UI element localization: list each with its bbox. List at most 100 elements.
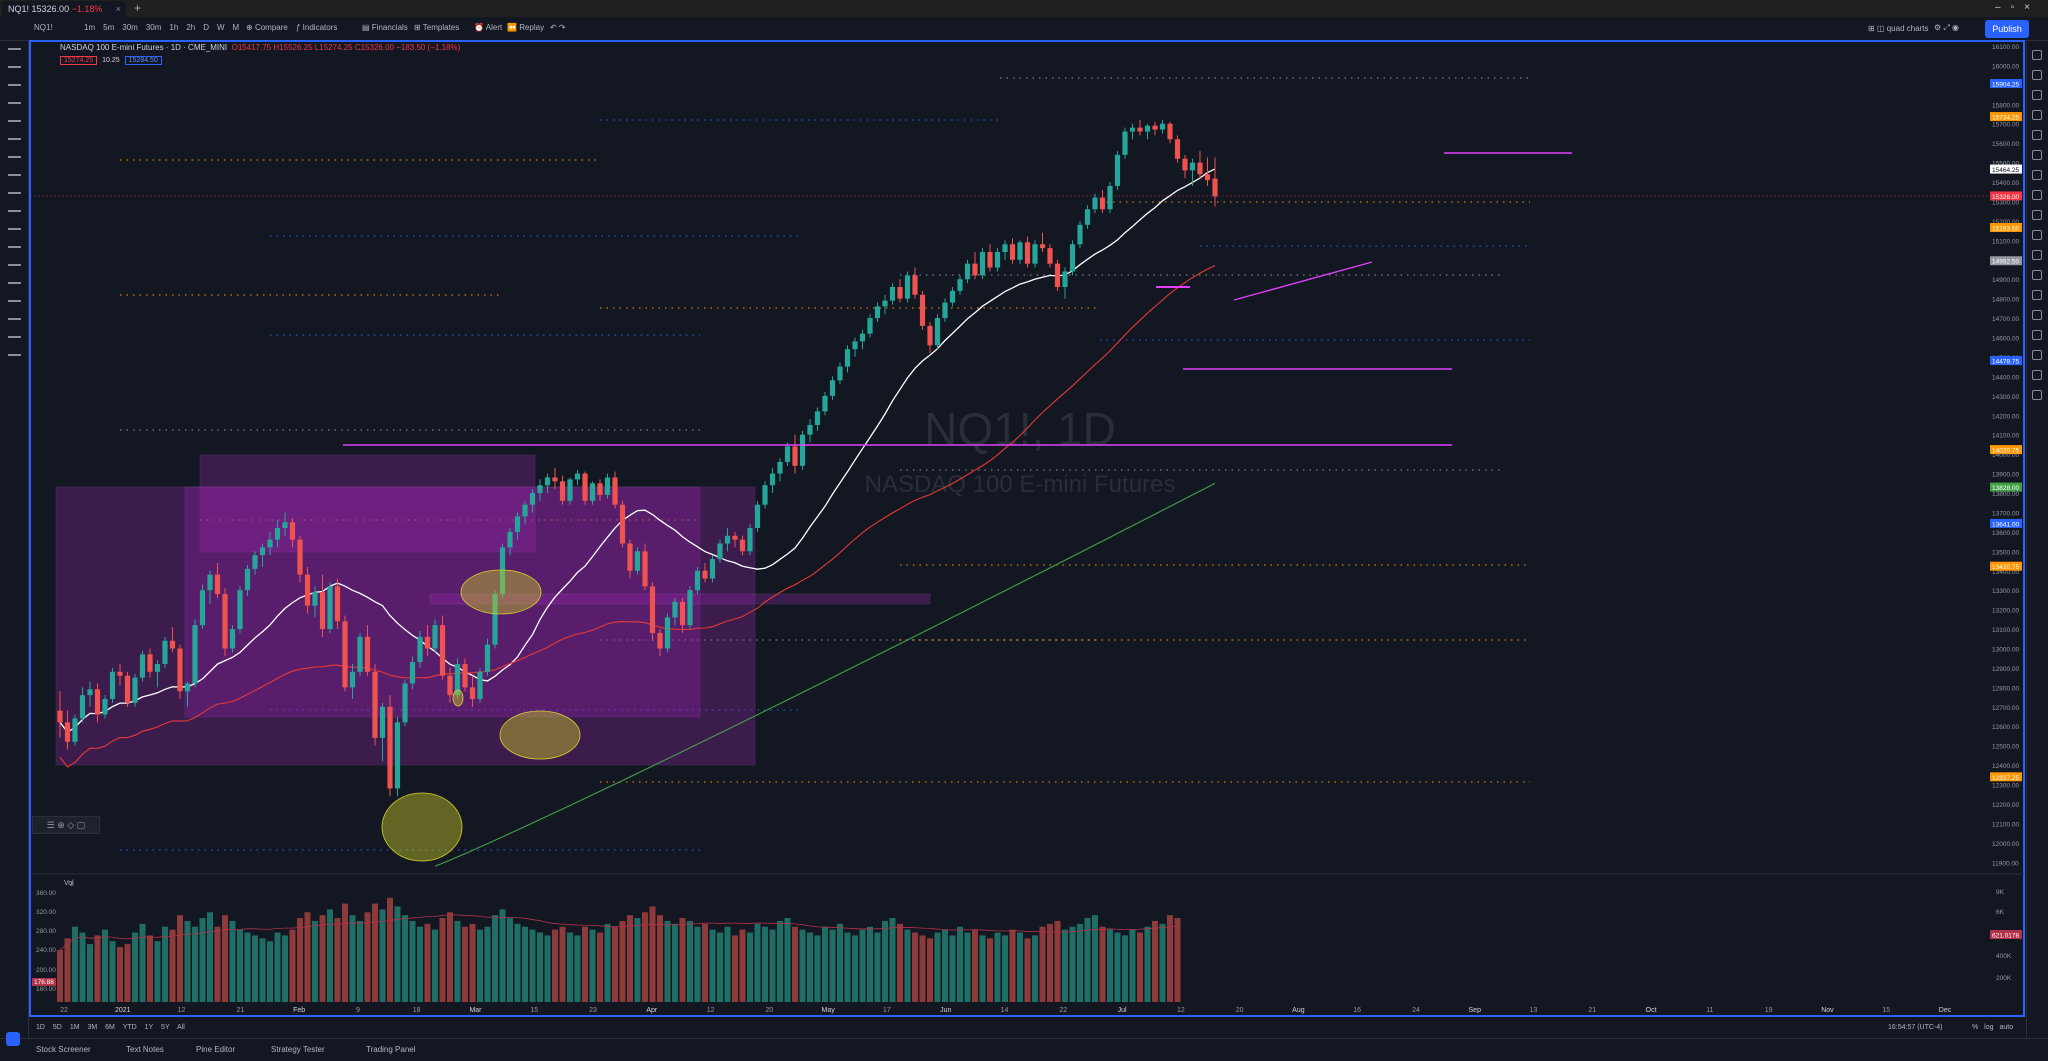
sidebar-icon[interactable] <box>2032 110 2042 120</box>
ellipse-drawings[interactable] <box>381 569 581 862</box>
sidebar-icon[interactable] <box>2032 130 2042 140</box>
drawing-tool-icon[interactable] <box>8 174 21 176</box>
interval-option[interactable]: W <box>216 23 225 32</box>
undo-icon[interactable]: ↶ ↷ <box>550 23 566 32</box>
drawing-tool-icon[interactable] <box>8 318 21 320</box>
drawing-tool-icon[interactable] <box>8 300 21 302</box>
volume-bar <box>417 926 423 1002</box>
drawing-tool-icon[interactable] <box>8 138 21 140</box>
sidebar-icon[interactable] <box>2032 170 2042 180</box>
drawing-float-toolbar[interactable]: ☰ ⊕ ◇ ▢ <box>32 816 100 834</box>
horizontal-lines[interactable] <box>343 152 1572 446</box>
sidebar-icon[interactable] <box>2032 190 2042 200</box>
scale-option[interactable]: % <box>1972 1024 1985 1031</box>
sidebar-icon[interactable] <box>2032 390 2042 400</box>
drawing-tool-icon[interactable] <box>8 102 21 104</box>
close-tab-icon[interactable]: × <box>115 4 121 14</box>
range-option[interactable]: 1M <box>69 1024 88 1031</box>
interval-option[interactable]: 5m <box>103 23 115 32</box>
bottom-panel-tab[interactable]: Pine Editor <box>196 1045 236 1054</box>
drawing-tool-icon[interactable] <box>8 84 21 86</box>
candle <box>394 722 401 789</box>
candle <box>709 559 716 579</box>
financials-button[interactable]: ▤ Financials <box>362 23 408 32</box>
sidebar-icon[interactable] <box>2032 290 2042 300</box>
browser-tab[interactable]: NQ1! 15326.00 −1.18% × <box>2 1 126 17</box>
drawing-tool-icon[interactable] <box>8 156 21 158</box>
time-axis[interactable]: 22 2021 12 21 Feb 9 18 Mar 15 23 Apr 12 20 May 17 Jun 14… <box>60 1007 1952 1014</box>
alert-button[interactable]: ⏰ Alert <box>474 23 503 32</box>
candle <box>432 625 438 649</box>
sidebar-icon[interactable] <box>2032 50 2042 60</box>
price-axis[interactable]: 16100.0016000.0015900.0015800.0015700.00… <box>1990 44 2022 867</box>
sidebar-icon[interactable] <box>2032 210 2042 220</box>
interval-option[interactable]: 1h <box>169 23 179 32</box>
settings-icon[interactable]: ⚙ ⤢ ◉ <box>1934 23 1959 32</box>
range-option[interactable]: 1Y <box>144 1024 162 1031</box>
chart-legend[interactable]: NASDAQ 100 E-mini Futures · 1D · CME_MIN… <box>60 43 460 52</box>
drawing-tool-icon[interactable] <box>8 210 21 212</box>
new-tab-icon[interactable]: + <box>134 1 142 15</box>
layout-icon[interactable]: ⊞ ◫ quad charts <box>1868 24 1929 33</box>
scale-option[interactable]: auto <box>1999 1024 2014 1031</box>
drawing-tool-icon[interactable] <box>8 120 21 122</box>
drawing-tool-icon[interactable] <box>8 336 21 338</box>
sidebar-icon[interactable] <box>2032 350 2042 360</box>
range-option[interactable]: 5D <box>52 1024 70 1031</box>
range-option[interactable]: YTD <box>122 1024 145 1031</box>
sidebar-icon[interactable] <box>2032 70 2042 80</box>
interval-option[interactable]: 1m <box>84 23 96 32</box>
drawing-tool-icon[interactable] <box>8 192 21 194</box>
account-icon[interactable] <box>6 1032 20 1046</box>
price-badge-label: 15734.25 <box>1992 115 2019 122</box>
sidebar-icon[interactable] <box>2032 310 2042 320</box>
indicators-button[interactable]: ƒ Indicators <box>296 23 338 32</box>
drawing-tool-icon[interactable] <box>8 48 21 50</box>
window-controls[interactable]: –▫× <box>1995 2 2040 13</box>
interval-option[interactable]: 2h <box>186 23 196 32</box>
sidebar-icon[interactable] <box>2032 150 2042 160</box>
chart-pane[interactable] <box>29 40 2025 1017</box>
range-option[interactable]: 5Y <box>161 1024 178 1031</box>
sidebar-icon[interactable] <box>2032 330 2042 340</box>
time-tick-label: 15 <box>1882 1007 1890 1014</box>
sidebar-icon[interactable] <box>2032 230 2042 240</box>
bottom-panel-tab[interactable]: Strategy Tester <box>271 1045 325 1054</box>
interval-option[interactable]: M <box>232 23 240 32</box>
scale-option[interactable]: log <box>1984 1024 2000 1031</box>
ask-chip[interactable]: 15284.50 <box>124 56 162 65</box>
interval-selector[interactable]: 1m 5m 30m 30m 1h 2h D W M <box>84 23 247 32</box>
volume-bar <box>1054 920 1061 1002</box>
publish-button[interactable]: Publish <box>1985 20 2029 38</box>
interval-option[interactable]: 30m <box>122 23 138 32</box>
bid-chip[interactable]: 15274.25 <box>60 56 98 65</box>
interval-option[interactable]: D <box>203 23 209 32</box>
symbol-search[interactable]: NQ1! <box>34 23 53 32</box>
volume-badge-label: 621.0178 <box>1992 933 2019 940</box>
range-option[interactable]: All <box>177 1024 185 1031</box>
sidebar-icon[interactable] <box>2032 270 2042 280</box>
scale-options[interactable]: % log auto <box>1972 1024 2013 1031</box>
replay-button[interactable]: ⏪ Replay <box>507 23 545 32</box>
drawing-tool-icon[interactable] <box>8 246 21 248</box>
drawing-tool-icon[interactable] <box>8 66 21 68</box>
drawing-tool-icon[interactable] <box>8 228 21 230</box>
sidebar-icon[interactable] <box>2032 370 2042 380</box>
sidebar-icon[interactable] <box>2032 90 2042 100</box>
sidebar-icon[interactable] <box>2032 250 2042 260</box>
compare-button[interactable]: ⊕ Compare <box>246 23 288 32</box>
drawing-tool-icon[interactable] <box>8 354 21 356</box>
bottom-panel-tab[interactable]: Trading Panel <box>366 1045 416 1054</box>
templates-button[interactable]: ⊞ Templates <box>414 23 460 32</box>
bottom-panel-tab[interactable]: Stock Screener <box>36 1045 91 1054</box>
interval-option[interactable]: 30m <box>145 23 162 32</box>
bottom-panel-tab[interactable]: Text Notes <box>126 1045 164 1054</box>
range-option[interactable]: 6M <box>105 1024 123 1031</box>
drawing-tool-icon[interactable] <box>8 282 21 284</box>
range-option[interactable]: 3M <box>87 1024 106 1031</box>
candle <box>949 290 956 303</box>
range-option[interactable]: 1D <box>36 1024 53 1031</box>
range-selector[interactable]: 1D 5D 1M 3M 6M YTD 1Y 5Y All <box>36 1024 185 1031</box>
drawing-tool-icon[interactable] <box>8 264 21 266</box>
